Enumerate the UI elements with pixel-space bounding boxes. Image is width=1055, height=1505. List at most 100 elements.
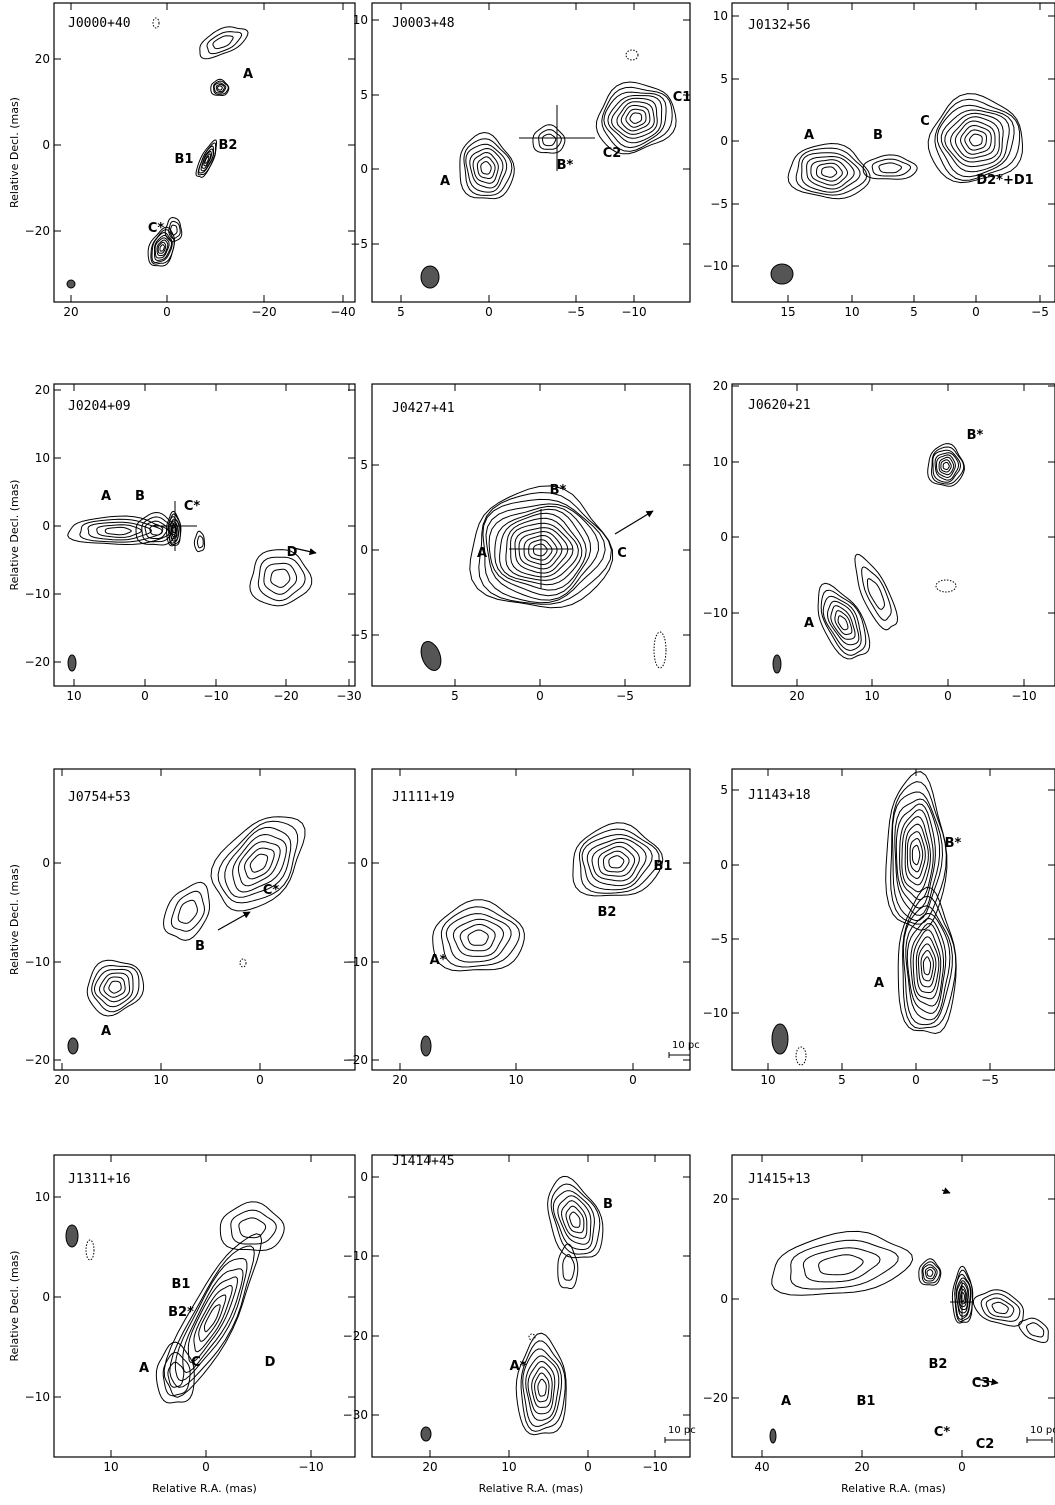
y-tick-label: −5 xyxy=(350,237,368,251)
contour-level xyxy=(806,155,855,190)
y-tick-label: 0 xyxy=(42,1290,50,1304)
y-tick-label: 0 xyxy=(360,1170,368,1184)
contour-level xyxy=(942,461,950,470)
contour-level xyxy=(878,162,903,174)
contour-level xyxy=(203,1304,221,1333)
y-axis-label: Relative Decl. (mas) xyxy=(8,480,21,591)
x-tick-label: 40 xyxy=(754,1460,769,1474)
contour-level xyxy=(802,1247,881,1283)
y-axis-label: Relative Decl. (mas) xyxy=(8,97,21,208)
x-tick-label: −10 xyxy=(642,1460,667,1474)
panel-title: J0754+53 xyxy=(68,790,131,805)
contour-level xyxy=(91,964,140,1013)
contour-level xyxy=(150,229,175,265)
scale-bar-label: 10 pc xyxy=(672,1040,700,1051)
y-tick-label: 0 xyxy=(360,856,368,870)
contour-level xyxy=(488,505,592,597)
panel-title: J0003+48 xyxy=(392,16,455,31)
contour-level xyxy=(820,589,867,656)
contour-level xyxy=(951,1265,973,1324)
beam-ellipse xyxy=(66,279,76,289)
contour-level xyxy=(514,527,569,574)
contour-level xyxy=(958,1285,967,1308)
contour-level xyxy=(569,1211,581,1228)
negative-contour xyxy=(625,49,639,61)
contour-level xyxy=(510,522,574,578)
panel-frame xyxy=(53,383,356,687)
beam-ellipse xyxy=(65,1224,79,1248)
component-label: A xyxy=(101,1024,111,1039)
contour-level xyxy=(141,516,174,543)
contour-level xyxy=(155,1341,195,1404)
panel-title: J0000+40 xyxy=(68,16,131,31)
y-tick-label: 5 xyxy=(720,72,728,86)
contour-level xyxy=(920,949,934,982)
component-label: A xyxy=(101,489,111,504)
contour-level xyxy=(891,791,944,922)
y-tick-label: 0 xyxy=(360,162,368,176)
y-tick-label: 10 xyxy=(353,13,368,27)
y-tick-label: −10 xyxy=(25,1390,50,1404)
component-label: C xyxy=(191,1355,201,1370)
component-label: C2 xyxy=(603,146,622,161)
y-tick-label: 10 xyxy=(713,9,728,23)
contour-level xyxy=(972,1289,1025,1327)
contour-level xyxy=(165,510,182,547)
contour-level xyxy=(195,139,218,178)
contour-level xyxy=(212,80,229,95)
contour-level xyxy=(249,549,313,607)
panel-j0000p40: 20 0 −20 −40 20 0 −20 J0000+40 A B1 B2 C* Relative D… xyxy=(8,2,356,319)
x-tick-label: 20 xyxy=(422,1460,437,1474)
contour-level xyxy=(625,108,647,128)
component-label: A xyxy=(477,546,487,561)
component-label: A xyxy=(781,1394,791,1409)
contour-level xyxy=(960,1292,965,1302)
contour-level xyxy=(104,526,132,536)
y-tick-label: 20 xyxy=(35,383,50,397)
contour-level xyxy=(991,1301,1009,1314)
contour-level xyxy=(469,485,614,609)
x-tick-label: −20 xyxy=(251,305,276,319)
x-tick-label: 10 xyxy=(508,1073,523,1087)
x-tick-label: 0 xyxy=(141,689,149,703)
contour-level xyxy=(169,1245,255,1388)
contour-level xyxy=(954,120,996,159)
motion-arrow xyxy=(975,1378,999,1386)
contour-level xyxy=(601,86,673,152)
x-tick-label: 0 xyxy=(958,1460,966,1474)
contour-level xyxy=(531,1366,553,1408)
contour-level xyxy=(525,1355,560,1421)
x-tick-label: 0 xyxy=(584,1460,592,1474)
contour-level xyxy=(187,1276,239,1363)
x-tick-label: 0 xyxy=(912,1073,920,1087)
contour-level xyxy=(911,844,921,866)
contour-level xyxy=(232,833,287,893)
panel-title: J0132+56 xyxy=(748,18,811,33)
contour-level xyxy=(177,899,198,924)
contour-level xyxy=(157,241,167,254)
beam-ellipse xyxy=(67,1037,79,1055)
panel-title: J1143+18 xyxy=(748,788,811,803)
panel-title: J0204+09 xyxy=(68,399,131,414)
contour-level xyxy=(203,153,211,167)
contour-level xyxy=(257,556,306,602)
panel-j0620p21: 20 10 0 −10 20 10 0 −10 J0620+21 B* A xyxy=(703,379,1055,703)
contour-level xyxy=(557,1195,592,1245)
panel-frame xyxy=(371,1154,691,1458)
x-tick-label: 10 xyxy=(501,1460,516,1474)
x-tick-label: 10 xyxy=(864,689,879,703)
component-label: C* xyxy=(934,1425,951,1440)
contour-level xyxy=(862,154,918,180)
panel-frame xyxy=(371,768,691,1071)
component-label: C3 xyxy=(972,1376,991,1391)
contour-level xyxy=(210,78,230,97)
contour-level xyxy=(964,129,988,151)
beam-ellipse xyxy=(772,654,782,674)
component-label: A* xyxy=(510,1359,527,1374)
contour-level xyxy=(103,976,126,998)
panel-j1143p18: 10 5 0 −5 5 0 −5 −10 J1143+18 B* A xyxy=(703,768,1055,1087)
negative-contour xyxy=(239,958,247,968)
contour-level xyxy=(159,244,165,252)
panel-j0204p09: 10 0 −10 −20 −30 20 10 0 −10 −20 J0204+09 A B C* D Rela… xyxy=(8,383,362,703)
contour-level xyxy=(921,1261,941,1284)
